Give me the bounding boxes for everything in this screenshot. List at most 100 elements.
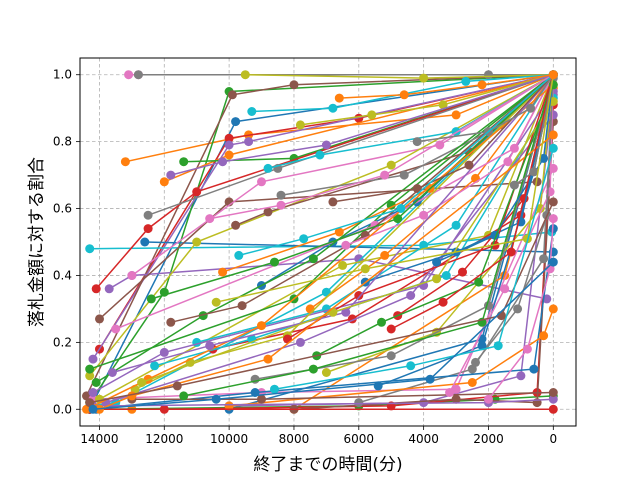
data-point bbox=[159, 177, 169, 187]
series-47 bbox=[250, 73, 558, 384]
data-point bbox=[548, 130, 558, 140]
data-point bbox=[386, 324, 396, 334]
data-point bbox=[406, 291, 416, 300]
data-point bbox=[503, 157, 513, 167]
data-point bbox=[548, 388, 558, 397]
series-line bbox=[86, 84, 554, 410]
data-point bbox=[467, 378, 477, 387]
data-point bbox=[111, 324, 121, 334]
x-tick-label: 12000 bbox=[145, 432, 183, 446]
data-point bbox=[545, 187, 555, 197]
data-point bbox=[438, 297, 448, 307]
y-tick-label: 0.2 bbox=[53, 335, 72, 349]
data-point bbox=[419, 210, 429, 220]
data-point bbox=[305, 304, 315, 314]
data-point bbox=[354, 291, 364, 300]
data-point bbox=[224, 150, 234, 160]
x-tick-label: 4000 bbox=[408, 432, 439, 446]
axis-ticks: 14000 12000 10000 8000 6000 4000 2000 0 0.0 0.2 0.… bbox=[53, 68, 557, 446]
data-point bbox=[133, 70, 143, 80]
series-line bbox=[216, 74, 555, 303]
data-point bbox=[484, 70, 493, 80]
x-axis-label: 終了までの時間(分) bbox=[253, 455, 402, 475]
series-66 bbox=[205, 70, 558, 224]
data-point bbox=[425, 374, 435, 384]
data-point bbox=[328, 103, 338, 113]
data-point bbox=[354, 398, 364, 408]
series-line bbox=[95, 74, 554, 384]
data-point bbox=[451, 220, 461, 230]
data-point bbox=[224, 133, 234, 143]
data-point bbox=[263, 354, 273, 364]
series-42 bbox=[91, 70, 558, 387]
series-80 bbox=[88, 257, 558, 414]
data-point bbox=[338, 260, 348, 270]
data-point bbox=[211, 297, 221, 307]
series-line bbox=[151, 74, 554, 300]
data-point bbox=[399, 170, 409, 180]
plot-frame bbox=[79, 57, 577, 427]
data-point bbox=[85, 371, 95, 381]
data-point bbox=[308, 254, 318, 264]
data-point bbox=[143, 210, 153, 220]
series-line bbox=[474, 74, 555, 363]
y-tick-label: 0.0 bbox=[53, 402, 72, 416]
data-point bbox=[205, 341, 215, 351]
data-point bbox=[85, 244, 95, 254]
data-point bbox=[529, 167, 539, 177]
data-point bbox=[295, 120, 305, 130]
data-point bbox=[509, 180, 519, 190]
series-74 bbox=[166, 70, 558, 180]
data-point bbox=[270, 384, 279, 394]
data-point bbox=[334, 227, 344, 237]
data-point bbox=[341, 240, 351, 250]
data-point bbox=[419, 73, 429, 83]
data-point bbox=[85, 364, 95, 374]
data-point bbox=[231, 220, 241, 230]
x-tick-label: 6000 bbox=[344, 432, 375, 446]
series-line bbox=[105, 114, 554, 404]
data-point bbox=[82, 404, 91, 414]
data-point bbox=[321, 368, 331, 377]
data-point bbox=[484, 394, 493, 404]
data-point bbox=[159, 347, 169, 357]
data-point bbox=[500, 284, 510, 294]
series-line bbox=[112, 74, 554, 374]
data-point bbox=[143, 224, 153, 234]
data-point bbox=[205, 214, 215, 224]
data-point bbox=[539, 331, 549, 341]
y-tick-label: 0.8 bbox=[53, 135, 72, 149]
data-point bbox=[539, 153, 549, 163]
series-line bbox=[238, 74, 554, 257]
data-point bbox=[367, 110, 377, 120]
series-line bbox=[92, 261, 554, 411]
data-point bbox=[526, 103, 536, 113]
data-point bbox=[299, 234, 309, 244]
data-point bbox=[276, 190, 286, 200]
data-point bbox=[493, 341, 503, 351]
data-point bbox=[548, 70, 558, 80]
data-point bbox=[218, 267, 228, 277]
data-point bbox=[328, 307, 338, 317]
data-point bbox=[224, 140, 234, 150]
data-point bbox=[506, 247, 516, 257]
data-point bbox=[166, 170, 176, 180]
data-point bbox=[539, 254, 549, 264]
data-point bbox=[257, 394, 266, 404]
series-line bbox=[417, 74, 554, 143]
series-line bbox=[95, 73, 554, 290]
data-point bbox=[127, 271, 137, 280]
data-point bbox=[198, 311, 208, 321]
x-tick-label: 0 bbox=[549, 432, 557, 446]
data-point bbox=[120, 157, 130, 167]
data-point bbox=[461, 76, 471, 86]
series-line bbox=[487, 218, 555, 400]
data-point bbox=[516, 371, 526, 381]
series-line bbox=[332, 74, 554, 203]
plot-series bbox=[82, 70, 558, 414]
data-point bbox=[548, 110, 558, 120]
y-tick-label: 0.6 bbox=[53, 202, 72, 216]
data-point bbox=[257, 177, 266, 187]
data-point bbox=[399, 90, 409, 100]
